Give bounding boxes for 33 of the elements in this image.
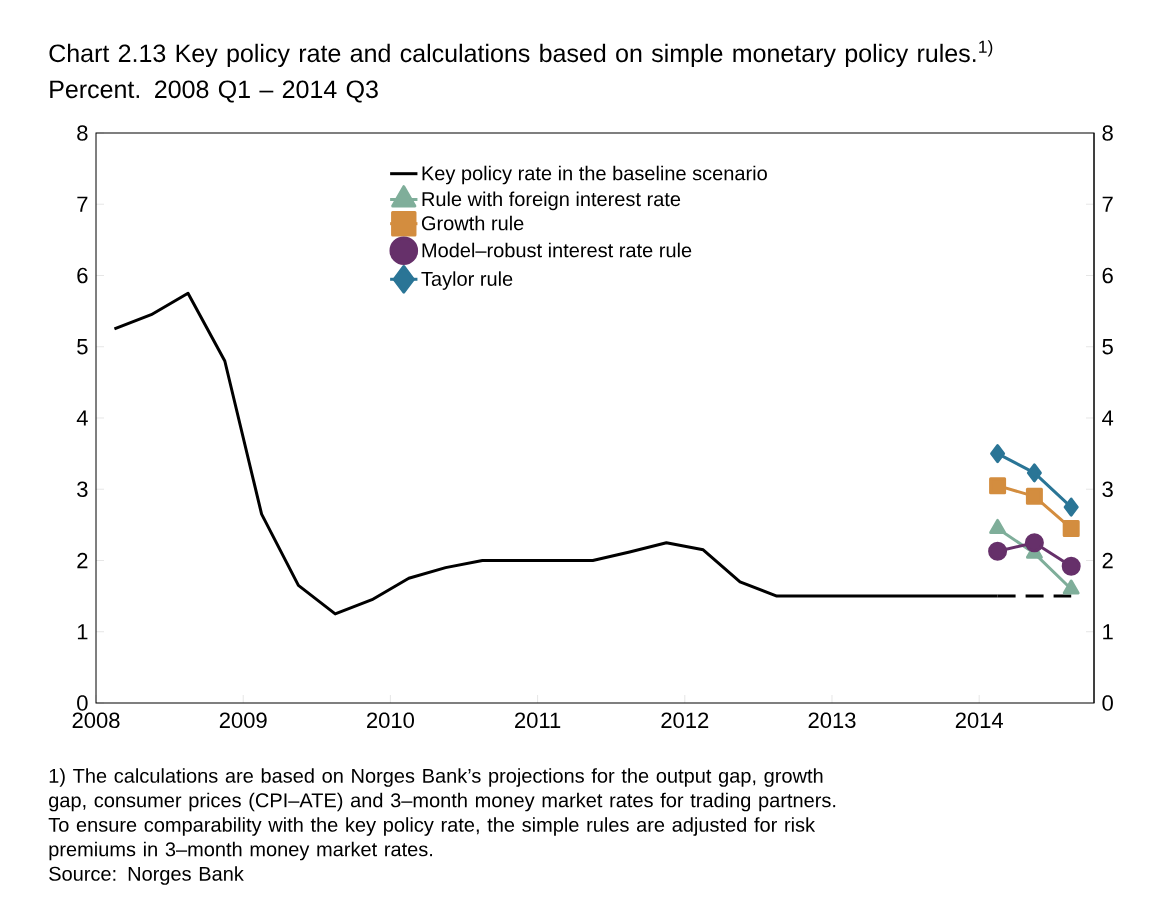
y-tick-label: 2	[77, 552, 88, 569]
y2-tick-label: 6	[1102, 267, 1113, 284]
y2-tick-label: 5	[1102, 339, 1113, 355]
x-tick-label: 2012	[661, 712, 709, 729]
text: 1) The calculations are based on Norges Bank’s projections for the output gap, growth gap, consumer prices (CPI–ATE) and 3–month money market rates for trading partners. To ensure comparability with the key policy rate, the simple rules are adjusted for risk premiums in 3–month money market rates.	[48, 768, 836, 861]
y2-tick-label: 7	[1102, 196, 1113, 212]
y-tick-label: 5	[77, 339, 88, 355]
x-tick-label: 2010	[367, 712, 414, 729]
y-tick-label: 7	[77, 196, 88, 212]
x-tick-label: 2014	[955, 712, 1004, 729]
legend-label: Model–robust interest rate rule	[422, 242, 692, 258]
y2-tick-label: 1	[1103, 624, 1113, 640]
legend-label: Taylor rule	[421, 271, 513, 290]
y2-tick-label: 3	[1102, 481, 1113, 498]
x-tick-label: 2009	[219, 712, 267, 729]
x-tick-label: 2013	[808, 712, 856, 729]
x-tick-label: 2011	[515, 712, 561, 729]
y-tick-label: 3	[77, 481, 88, 498]
legend-label: Rule with foreign interest rate	[422, 191, 681, 211]
y-tick-label: 1	[77, 624, 88, 640]
y2-tick-label: 0	[1102, 695, 1113, 711]
y2-tick-label: 2	[1102, 552, 1113, 569]
y-tick-label: 0	[77, 695, 88, 711]
x-tick-label: 2008	[72, 712, 120, 729]
y2-tick-label: 4	[1102, 410, 1114, 426]
y-tick-label: 6	[77, 267, 88, 284]
source-note: Source: Norges Bank	[49, 866, 244, 885]
legend-label: Growth rule	[421, 215, 524, 231]
y2-tick-label: 8	[1102, 125, 1113, 141]
chart-title: Chart 2.13 Key policy rate and calculations based on simple monetary policy rules.$^{1)}$ Percent. 2008 Q1 – 2014 Q3	[49, 40, 993, 103]
y-tick-label: 4	[76, 410, 88, 426]
y-tick-label: 8	[77, 125, 88, 141]
legend-label: Key policy rate in the baseline scenario	[422, 165, 767, 185]
